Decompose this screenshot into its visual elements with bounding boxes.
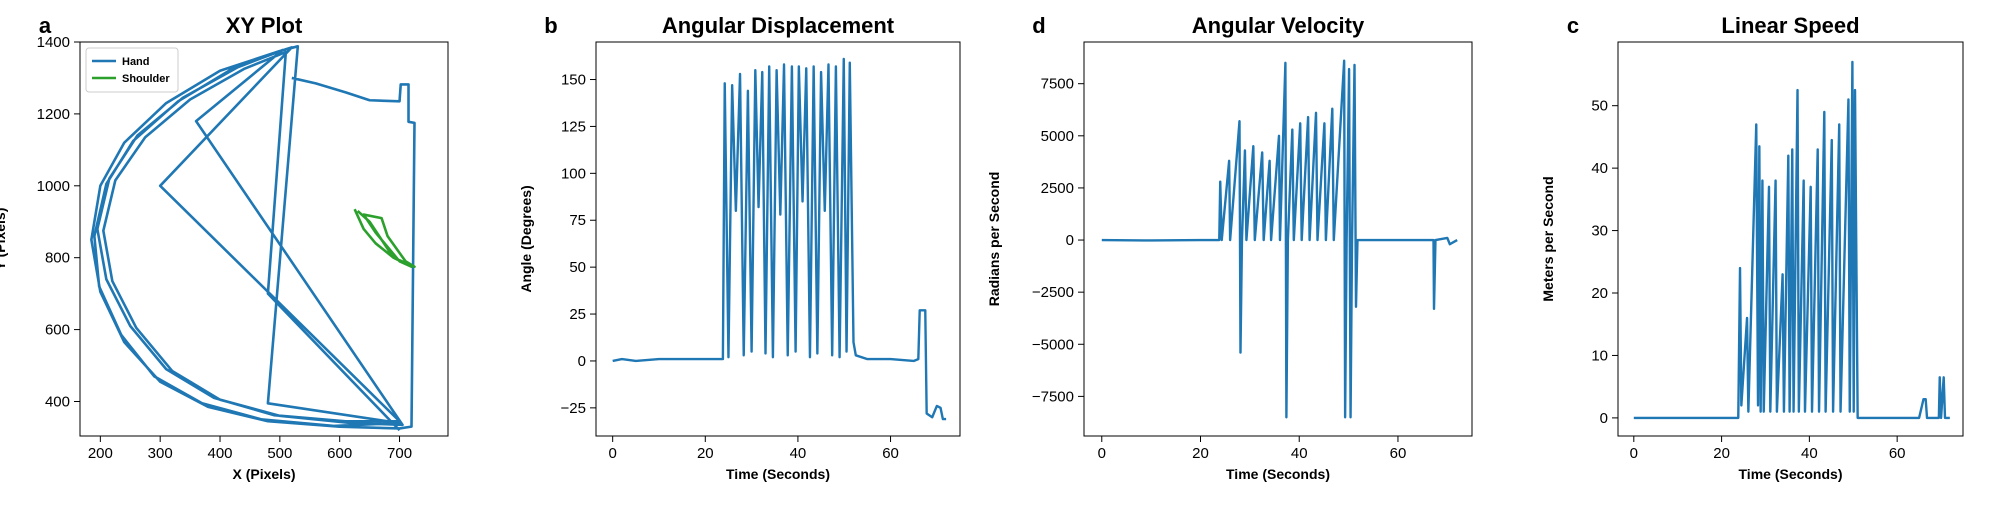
y-tick-label: 30	[1591, 223, 1608, 240]
y-tick-label: −7500	[1032, 388, 1074, 405]
x-axis-label: Time (Seconds)	[726, 466, 830, 482]
x-tick-label: 40	[790, 445, 807, 462]
x-tick-label: 60	[1889, 445, 1906, 462]
x-tick-label: 20	[1713, 445, 1730, 462]
x-tick-label: 0	[1630, 445, 1638, 462]
y-axis-label: Meters per Second	[1540, 176, 1556, 301]
data-line	[1101, 59, 1458, 419]
y-axis-label: Y (Pixels)	[0, 208, 8, 271]
chart-title: Angular Displacement	[662, 13, 895, 38]
x-tick-label: 20	[697, 445, 714, 462]
x-tick-label: 500	[267, 445, 292, 462]
y-tick-label: 125	[561, 118, 586, 135]
data-line	[90, 45, 416, 432]
y-tick-label: 7500	[1041, 76, 1074, 93]
chart-title: XY Plot	[226, 13, 303, 38]
axes-frame	[79, 41, 449, 437]
y-tick-label: 600	[45, 322, 70, 339]
chart-title: Angular Velocity	[1192, 13, 1365, 38]
axes-frame	[1083, 41, 1473, 437]
y-tick-label: 0	[1066, 232, 1074, 249]
y-tick-label: 50	[1591, 98, 1608, 115]
data-line	[612, 57, 947, 421]
y-tick-label: 400	[45, 393, 70, 410]
x-tick-label: 400	[208, 445, 233, 462]
y-axis-label: Angle (Degrees)	[518, 185, 534, 292]
data-line	[353, 208, 416, 268]
data-line	[1633, 60, 1950, 420]
y-tick-label: 2500	[1041, 180, 1074, 197]
x-tick-label: 600	[327, 445, 352, 462]
plot-area	[90, 45, 416, 432]
panel-label: d	[1032, 13, 1045, 38]
y-tick-label: 10	[1591, 347, 1608, 364]
x-tick-label: 20	[1192, 445, 1209, 462]
legend-label: Hand	[122, 56, 150, 68]
y-axis-label: Radians per Second	[986, 172, 1002, 307]
y-tick-label: 0	[1600, 410, 1608, 427]
legend-box	[85, 47, 179, 93]
y-tick-label: 25	[569, 306, 586, 323]
x-tick-label: 300	[148, 445, 173, 462]
x-tick-label: 40	[1801, 445, 1818, 462]
y-tick-label: −25	[561, 400, 586, 417]
y-tick-label: 800	[45, 250, 70, 267]
y-tick-label: 5000	[1041, 128, 1074, 145]
y-tick-label: 0	[578, 353, 586, 370]
legend-label: Shoulder	[122, 73, 170, 85]
panel-label: c	[1567, 13, 1579, 38]
chart-title: Linear Speed	[1721, 13, 1859, 38]
axes-frame	[1617, 41, 1964, 437]
x-tick-label: 0	[1098, 445, 1106, 462]
axes-frame	[595, 41, 961, 437]
y-tick-label: 100	[561, 165, 586, 182]
panel-label: a	[39, 13, 52, 38]
y-tick-label: 1000	[37, 178, 70, 195]
plot-area	[1633, 60, 1950, 420]
x-axis-label: Time (Seconds)	[1226, 466, 1330, 482]
x-tick-label: 60	[882, 445, 899, 462]
y-tick-label: 40	[1591, 160, 1608, 177]
y-tick-label: 75	[569, 212, 586, 229]
y-tick-label: 50	[569, 259, 586, 276]
x-tick-label: 200	[88, 445, 113, 462]
y-tick-label: 20	[1591, 285, 1608, 302]
y-tick-label: 1200	[37, 106, 70, 123]
plot-area	[612, 57, 947, 421]
y-tick-label: 1400	[37, 34, 70, 51]
y-tick-label: −2500	[1032, 284, 1074, 301]
x-tick-label: 700	[387, 445, 412, 462]
x-axis-label: Time (Seconds)	[1739, 466, 1843, 482]
y-tick-label: 150	[561, 72, 586, 89]
panel-label: b	[544, 13, 557, 38]
x-tick-label: 40	[1291, 445, 1308, 462]
x-tick-label: 60	[1390, 445, 1407, 462]
x-tick-label: 0	[608, 445, 616, 462]
y-tick-label: −5000	[1032, 336, 1074, 353]
plot-area	[1101, 59, 1458, 419]
x-axis-label: X (Pixels)	[232, 466, 295, 482]
